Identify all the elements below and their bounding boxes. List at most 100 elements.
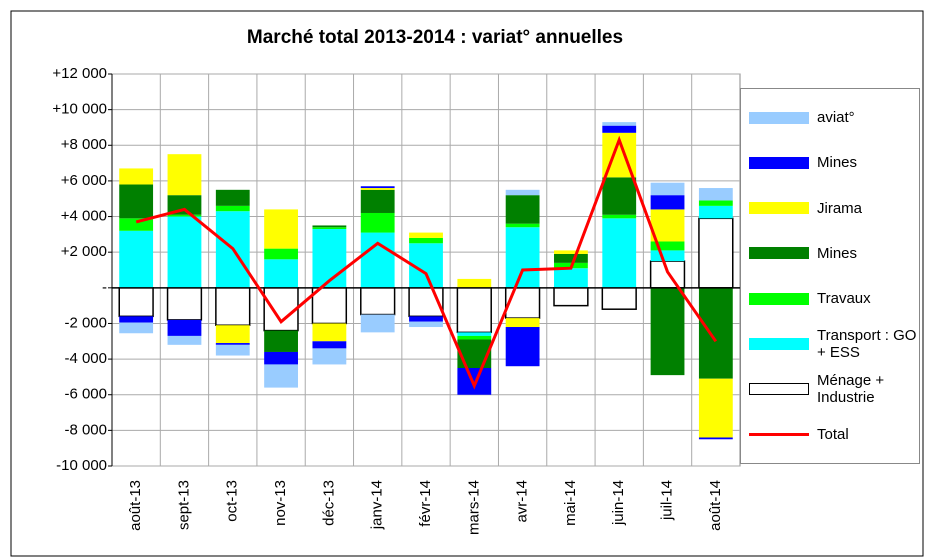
x-tick-label: août-14 <box>707 480 724 531</box>
legend-swatch <box>749 292 809 305</box>
x-tick-label: juil-14 <box>659 480 676 521</box>
legend-item: Mines <box>741 233 919 273</box>
legend-item: aviat° <box>741 98 919 138</box>
legend: aviat° Mines Jirama Mines Travaux Transport :… <box>740 88 920 464</box>
bar <box>264 351 298 365</box>
bar <box>263 287 299 332</box>
bar <box>312 227 347 230</box>
bar <box>167 214 202 217</box>
x-tick-label: janv-14 <box>369 480 386 530</box>
bar <box>264 209 298 249</box>
y-tick-label: +2 000 <box>61 243 107 260</box>
legend-label: Transport : GO + ESS <box>817 326 917 361</box>
bar <box>650 287 685 376</box>
bar <box>505 327 540 367</box>
bar <box>264 248 298 260</box>
y-tick-label: -6 000 <box>64 386 107 403</box>
bar <box>456 287 492 334</box>
legend-label: Total <box>817 425 849 443</box>
x-tick-label: mai-14 <box>562 480 579 526</box>
bar <box>457 335 492 340</box>
bar <box>554 250 588 254</box>
total-line <box>135 135 718 390</box>
bar <box>215 189 250 206</box>
bar <box>360 314 395 333</box>
bar <box>602 125 637 133</box>
bar <box>167 154 202 196</box>
bar <box>312 323 347 342</box>
y-tick-label: -10 000 <box>56 457 107 474</box>
bar <box>457 278 492 288</box>
y-tick-label: +6 000 <box>61 172 107 189</box>
bar <box>360 287 396 316</box>
bar <box>698 217 734 289</box>
bar <box>118 287 154 318</box>
bar <box>264 330 298 352</box>
bar <box>650 209 685 242</box>
x-tick-label: avr-14 <box>514 480 531 523</box>
bar <box>215 344 250 356</box>
y-tick-label: -4 000 <box>64 350 107 367</box>
bar <box>215 205 250 212</box>
bar <box>602 177 637 215</box>
bar <box>166 287 203 321</box>
bar <box>602 214 637 219</box>
y-tick-label: +8 000 <box>61 136 107 153</box>
bar <box>650 195 685 210</box>
legend-item: Mines <box>741 143 919 183</box>
y-tick-label: +10 000 <box>52 101 107 118</box>
bar <box>215 343 250 345</box>
bar <box>505 227 540 288</box>
bar <box>698 378 733 438</box>
bar <box>505 318 540 328</box>
bar <box>650 182 685 196</box>
bar <box>215 325 250 344</box>
legend-swatch <box>749 202 809 215</box>
bar <box>409 316 443 322</box>
legend-item: Transport : GO + ESS <box>741 324 919 364</box>
bar <box>311 287 348 325</box>
bar <box>505 223 540 228</box>
bar <box>409 321 443 328</box>
x-tick-label: févr-14 <box>417 480 434 527</box>
bar <box>409 237 443 244</box>
legend-item: Jirama <box>741 188 919 228</box>
bar <box>167 335 202 345</box>
legend-label: aviat° <box>817 109 855 127</box>
legend-swatch <box>749 156 809 169</box>
bar <box>360 188 395 190</box>
x-tick-label: août-13 <box>127 480 144 531</box>
bar <box>602 218 637 288</box>
y-tick-label: +4 000 <box>61 208 107 225</box>
legend-swatch <box>749 383 809 396</box>
bar <box>698 437 733 440</box>
bar <box>505 189 540 196</box>
legend-label: Mines <box>817 154 858 172</box>
bar <box>698 188 733 201</box>
bar <box>119 184 154 219</box>
x-tick-label: déc-13 <box>320 480 337 526</box>
bar <box>119 168 154 185</box>
bar <box>167 216 202 288</box>
bar <box>554 253 588 263</box>
bar <box>360 189 395 213</box>
legend-swatch <box>749 111 809 124</box>
y-tick-label: - <box>102 279 107 296</box>
y-tick-label: -2 000 <box>64 314 107 331</box>
bar <box>505 195 540 224</box>
bar <box>698 200 733 206</box>
bar <box>602 122 637 126</box>
bar <box>360 186 395 189</box>
legend-swatch <box>749 337 809 350</box>
bar <box>650 241 685 251</box>
bar <box>457 332 492 336</box>
bar <box>167 319 202 336</box>
bar <box>264 364 298 388</box>
bar <box>698 287 733 379</box>
bar <box>167 195 202 215</box>
bar <box>650 250 685 262</box>
x-tick-label: nov-13 <box>272 480 289 526</box>
legend-item: Total <box>741 414 919 454</box>
